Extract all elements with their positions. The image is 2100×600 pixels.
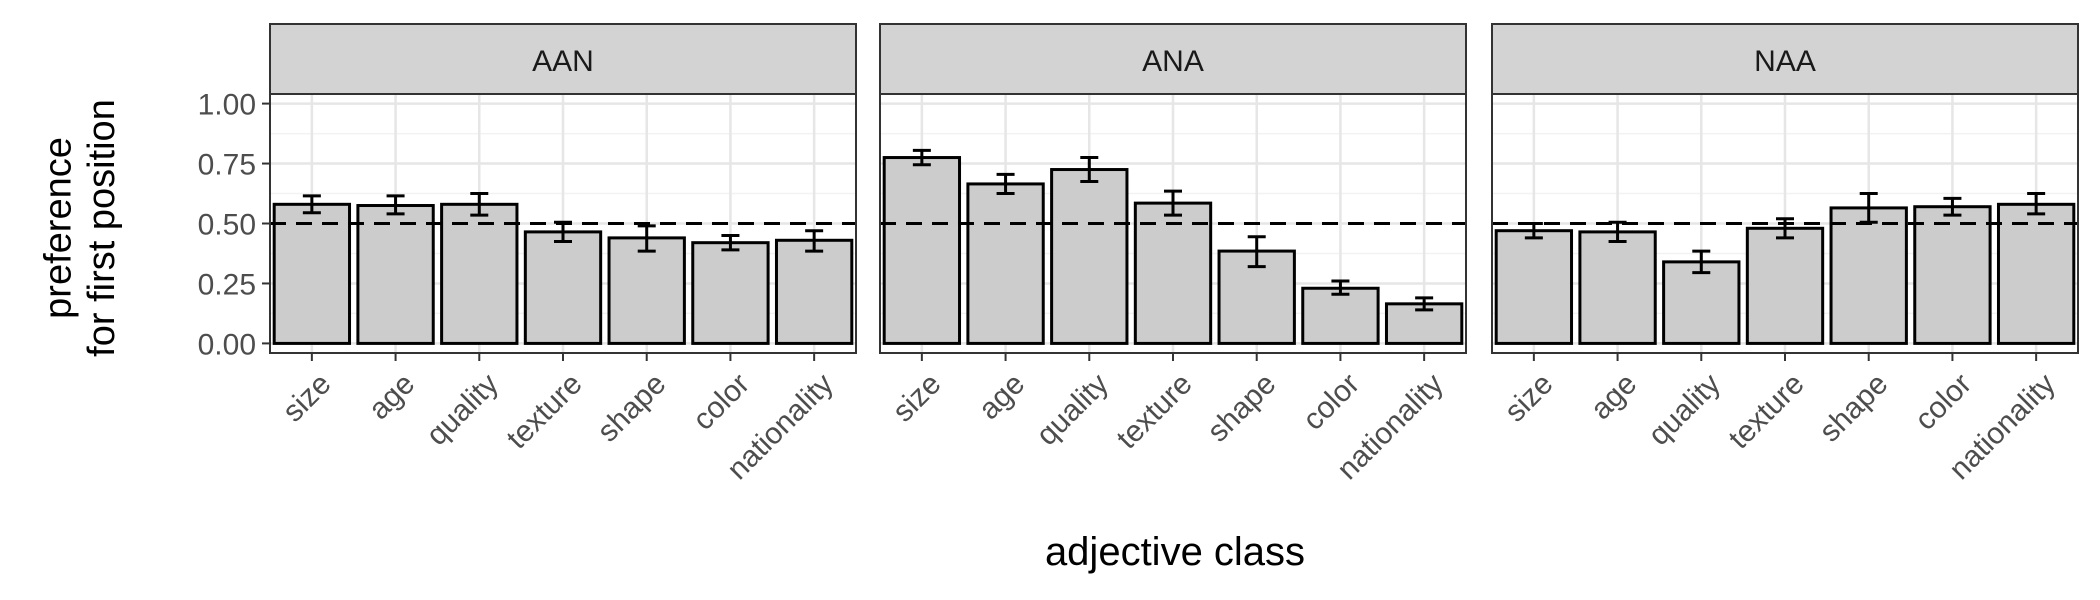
x-tick-label: size (276, 367, 337, 428)
y-tick-label: 0.00 (198, 328, 256, 361)
x-tick-label: quality (1642, 367, 1727, 452)
x-axis-title: adjective class (1045, 530, 1305, 574)
facet-strip (1491, 23, 2079, 95)
bar-quality (1662, 260, 1741, 345)
y-tick-label: 0.25 (198, 268, 256, 301)
bar-texture (523, 230, 603, 345)
x-tick-label: texture (1110, 367, 1198, 455)
bar-shape (1829, 206, 1908, 345)
facet-strip (269, 23, 857, 95)
bar-texture (1745, 226, 1825, 345)
x-tick-label: size (1498, 367, 1559, 428)
x-tick-label: size (886, 367, 947, 428)
bar-color (1913, 205, 1992, 345)
bar-quality (440, 202, 519, 345)
bar-size (1494, 229, 1574, 345)
bar-quality (1050, 168, 1129, 345)
x-tick-label: age (972, 367, 1031, 426)
x-tick-label: shape (1813, 367, 1894, 448)
bar-size (272, 202, 352, 345)
y-tick-label: 0.75 (198, 149, 256, 182)
bar-color (1301, 286, 1380, 345)
bar-shape (607, 236, 686, 345)
y-tick-label: 0.50 (198, 209, 256, 242)
bar-age (356, 204, 435, 345)
x-tick-label: color (1297, 367, 1366, 436)
facet-strip-label: AAN (532, 45, 594, 78)
y-tick-label: 1.00 (198, 89, 256, 122)
y-axis-title-line: for first position (81, 99, 123, 357)
x-tick-label: texture (1722, 367, 1810, 455)
x-tick-label: shape (591, 367, 672, 448)
x-tick-label: color (687, 367, 756, 436)
x-tick-label: shape (1201, 367, 1282, 448)
bar-nationality (1996, 202, 2076, 345)
facet-strip-label: NAA (1754, 45, 1816, 78)
x-tick-label: color (1909, 367, 1978, 436)
bar-color (691, 241, 770, 345)
facet-strip-label: ANA (1142, 45, 1204, 78)
bar-nationality (774, 238, 854, 345)
x-tick-label: quality (1030, 367, 1115, 452)
y-axis-title: preferencefor first position (37, 99, 123, 357)
bar-age (966, 182, 1045, 345)
y-axis-title-line: preference (37, 137, 79, 319)
x-tick-label: age (362, 367, 421, 426)
facet-strip (879, 23, 1467, 95)
bar-age (1578, 230, 1657, 345)
x-tick-label: quality (420, 367, 505, 452)
x-tick-label: texture (500, 367, 588, 455)
bar-texture (1133, 201, 1213, 345)
bar-size (882, 156, 962, 345)
x-tick-label: age (1584, 367, 1643, 426)
